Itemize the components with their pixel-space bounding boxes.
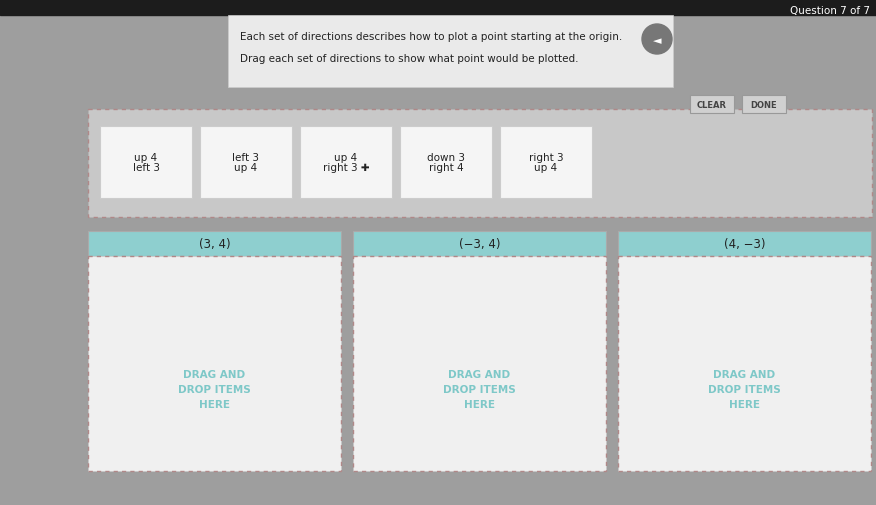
- Text: right 3: right 3: [529, 153, 563, 163]
- Bar: [0, 0, 876, 16]
- Text: up 4: up 4: [235, 163, 258, 173]
- Bar: [300, 127, 392, 198]
- Text: up 4: up 4: [534, 163, 557, 173]
- Bar: [690, 96, 734, 114]
- Bar: [88, 231, 341, 257]
- Text: left 3: left 3: [232, 153, 259, 163]
- Bar: [88, 110, 872, 218]
- Text: right 3 ✚: right 3 ✚: [322, 163, 370, 173]
- Text: DRAG AND
DROP ITEMS
HERE: DRAG AND DROP ITEMS HERE: [443, 370, 516, 409]
- Text: Drag each set of directions to show what point would be plotted.: Drag each set of directions to show what…: [240, 54, 578, 64]
- Text: down 3: down 3: [427, 153, 465, 163]
- Bar: [353, 231, 606, 257]
- Text: (4, −3): (4, −3): [724, 237, 766, 250]
- Text: left 3: left 3: [132, 163, 159, 173]
- Bar: [88, 257, 341, 471]
- Text: CLEAR: CLEAR: [697, 100, 727, 109]
- Bar: [228, 16, 673, 88]
- Text: Each set of directions describes how to plot a point starting at the origin.: Each set of directions describes how to …: [240, 32, 622, 42]
- Bar: [200, 127, 292, 198]
- Bar: [500, 127, 592, 198]
- Bar: [742, 96, 786, 114]
- Bar: [100, 127, 192, 198]
- Circle shape: [642, 25, 672, 55]
- Text: DONE: DONE: [751, 100, 777, 109]
- Text: (−3, 4): (−3, 4): [459, 237, 500, 250]
- Text: ◄: ◄: [653, 36, 661, 46]
- Bar: [400, 127, 492, 198]
- Text: up 4: up 4: [134, 153, 158, 163]
- Text: Question 7 of 7: Question 7 of 7: [790, 6, 870, 16]
- Text: (3, 4): (3, 4): [199, 237, 230, 250]
- Text: right 4: right 4: [428, 163, 463, 173]
- Bar: [618, 231, 871, 257]
- Bar: [353, 257, 606, 471]
- Bar: [618, 257, 871, 471]
- Text: up 4: up 4: [335, 153, 357, 163]
- Text: DRAG AND
DROP ITEMS
HERE: DRAG AND DROP ITEMS HERE: [178, 370, 251, 409]
- Text: DRAG AND
DROP ITEMS
HERE: DRAG AND DROP ITEMS HERE: [708, 370, 781, 409]
